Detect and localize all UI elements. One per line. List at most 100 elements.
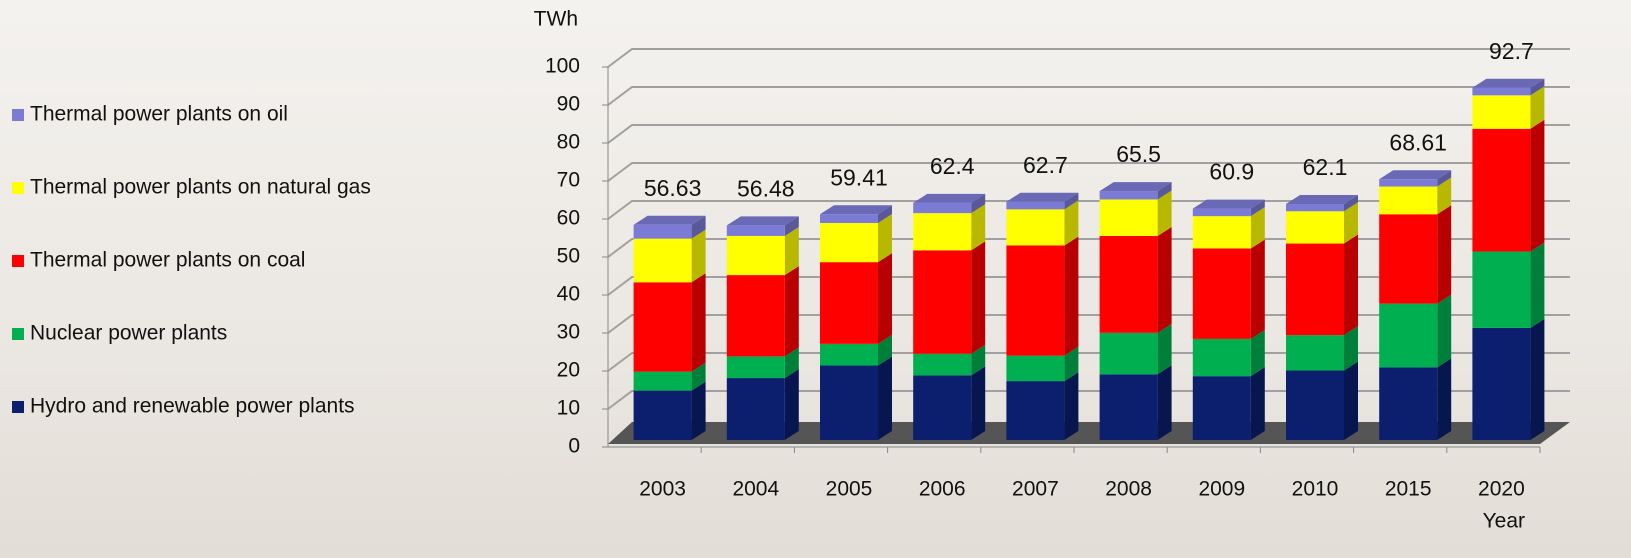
bar-segment bbox=[726, 378, 785, 440]
bar-segment bbox=[1006, 245, 1065, 356]
bar-segment bbox=[1379, 367, 1438, 440]
total-label: 62.4 bbox=[930, 153, 975, 179]
total-label: 62.7 bbox=[1023, 152, 1068, 178]
bar-segment bbox=[1099, 332, 1158, 375]
bar-segment bbox=[633, 238, 692, 283]
bar-side bbox=[1437, 205, 1452, 304]
bar-side bbox=[1437, 294, 1452, 368]
bar-side bbox=[878, 205, 892, 224]
legend-label: Thermal power plants on natural gas bbox=[30, 176, 371, 199]
bar-side bbox=[1157, 323, 1172, 375]
bar-side bbox=[784, 216, 799, 236]
bar-segment bbox=[1192, 338, 1251, 377]
y-tick-label: 20 bbox=[557, 359, 580, 382]
bar-side bbox=[878, 334, 892, 366]
legend-swatch bbox=[12, 328, 24, 340]
x-tick-label: 2003 bbox=[639, 478, 686, 501]
bar-segment bbox=[1099, 374, 1158, 440]
total-label: 68.61 bbox=[1389, 129, 1447, 155]
bar-segment bbox=[1379, 303, 1438, 368]
bar-side bbox=[878, 253, 892, 344]
y-tick-label: 40 bbox=[557, 283, 580, 306]
legend-swatch bbox=[12, 255, 24, 267]
x-tick-label: 2010 bbox=[1292, 478, 1339, 501]
bar-segment bbox=[1379, 186, 1438, 215]
bar-segment bbox=[1286, 243, 1344, 336]
bar-segment bbox=[820, 365, 878, 440]
legend-label: Thermal power plants on oil bbox=[30, 103, 288, 126]
bar-segment bbox=[913, 213, 972, 251]
bar-side bbox=[878, 356, 892, 440]
x-tick-label: 2009 bbox=[1198, 478, 1245, 501]
grid-line bbox=[607, 86, 1570, 106]
grid-line bbox=[607, 124, 1570, 144]
bar-side bbox=[1344, 361, 1358, 440]
bar-segment bbox=[1472, 87, 1531, 96]
legend-label: Hydro and renewable power plants bbox=[30, 395, 355, 418]
bar-segment bbox=[1379, 179, 1438, 187]
bar-segment bbox=[633, 390, 692, 440]
bar-side bbox=[1250, 367, 1265, 440]
bar-side bbox=[1064, 192, 1079, 210]
bar-side bbox=[971, 193, 986, 214]
bar-top bbox=[1006, 192, 1079, 202]
bar-side bbox=[1157, 365, 1172, 440]
bar-side bbox=[971, 241, 986, 354]
bar-segment bbox=[1099, 235, 1158, 333]
x-tick-label: 2007 bbox=[1012, 478, 1059, 501]
bar-segment bbox=[1286, 370, 1344, 440]
bar-segment bbox=[726, 356, 785, 379]
bar-segment bbox=[1006, 381, 1065, 440]
bar-side bbox=[1157, 182, 1172, 200]
bar-top bbox=[1192, 199, 1265, 209]
x-tick-label: 2015 bbox=[1385, 478, 1432, 501]
bar-segment bbox=[1006, 209, 1065, 246]
grid-line bbox=[607, 48, 1570, 68]
bar-side bbox=[1530, 86, 1545, 129]
bar-side bbox=[1437, 170, 1452, 187]
bar-segment bbox=[1099, 199, 1158, 236]
bar-top bbox=[633, 215, 706, 225]
bar-side bbox=[691, 381, 706, 440]
bar-side bbox=[878, 214, 892, 263]
total-label: 59.41 bbox=[830, 164, 888, 190]
grid-line bbox=[607, 162, 1570, 182]
bar-side bbox=[784, 369, 799, 440]
legend-swatch bbox=[12, 109, 24, 121]
bar-side bbox=[1064, 346, 1079, 382]
bar-side bbox=[1437, 358, 1452, 440]
bar-side bbox=[1344, 234, 1358, 336]
y-tick-label: 50 bbox=[557, 245, 580, 268]
bar-segment bbox=[633, 224, 692, 239]
legend-swatch bbox=[12, 182, 24, 194]
bar-side bbox=[971, 204, 986, 251]
legend-label: Nuclear power plants bbox=[30, 322, 227, 345]
y-tick-label: 30 bbox=[557, 321, 580, 344]
bar-top bbox=[1379, 170, 1452, 180]
total-label: 56.48 bbox=[737, 175, 795, 201]
bar-side bbox=[971, 344, 986, 376]
total-label: 92.7 bbox=[1489, 38, 1534, 64]
bar-side bbox=[1530, 318, 1545, 440]
bar-side bbox=[1250, 199, 1265, 217]
y-tick-label: 10 bbox=[557, 397, 580, 420]
bar-segment bbox=[1099, 191, 1158, 200]
x-tick-label: 2006 bbox=[919, 478, 966, 501]
y-tick-label: 60 bbox=[557, 207, 580, 230]
bar-side bbox=[1250, 239, 1265, 339]
bar-segment bbox=[1192, 376, 1251, 440]
x-tick-label: 2008 bbox=[1105, 478, 1152, 501]
bar-segment bbox=[1006, 355, 1065, 382]
bar-side bbox=[1250, 329, 1265, 377]
bar-side bbox=[1064, 200, 1079, 246]
bar-segment bbox=[633, 371, 692, 391]
bar-segment bbox=[913, 375, 972, 440]
y-tick-label: 90 bbox=[557, 93, 580, 116]
bar-side bbox=[691, 362, 706, 391]
bar-top bbox=[726, 216, 799, 226]
bar-side bbox=[1344, 202, 1358, 244]
bar-segment bbox=[913, 202, 972, 214]
bar-side bbox=[1064, 372, 1079, 440]
total-label: 60.9 bbox=[1209, 159, 1254, 185]
